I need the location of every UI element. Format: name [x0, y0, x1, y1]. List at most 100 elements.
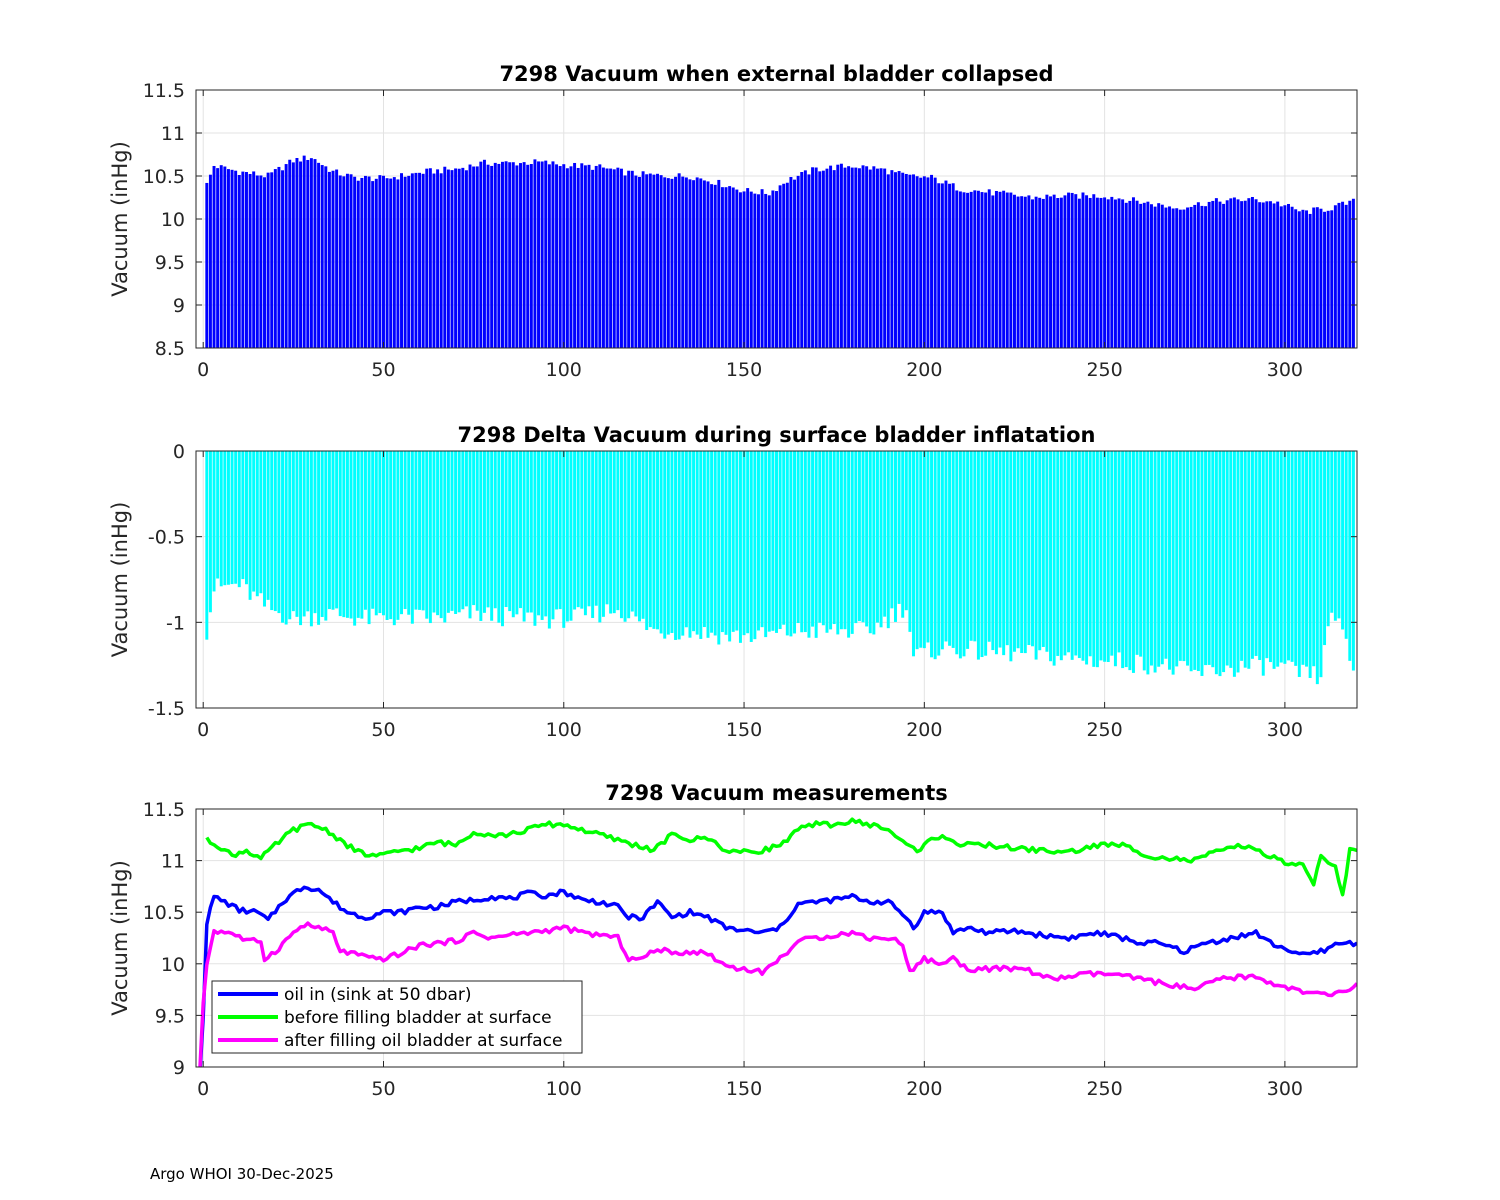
delta-vacuum-bar — [605, 451, 609, 605]
vacuum-collapsed-bar — [710, 184, 714, 348]
vacuum-collapsed-bar — [890, 170, 894, 348]
vacuum-collapsed-bar — [533, 159, 537, 348]
delta-vacuum-bar — [937, 451, 941, 656]
vacuum-collapsed-bar — [1326, 210, 1330, 348]
delta-vacuum-bar — [710, 451, 714, 633]
delta-vacuum-bar — [645, 451, 649, 631]
delta-vacuum-bar — [396, 451, 400, 620]
delta-vacuum-bar — [230, 451, 234, 585]
delta-vacuum-bar — [1168, 451, 1171, 670]
delta-vacuum-bar — [1081, 451, 1085, 661]
delta-vacuum-bar — [371, 451, 375, 609]
delta-vacuum-bar — [1323, 451, 1327, 646]
delta-vacuum-bar — [803, 451, 807, 633]
vacuum-collapsed-bar — [1070, 192, 1074, 348]
delta-vacuum-bar — [1023, 451, 1027, 654]
vacuum-collapsed-bar — [1168, 206, 1171, 348]
vacuum-collapsed-xtick-label: 200 — [906, 359, 942, 381]
vacuum-collapsed-bar — [342, 176, 346, 348]
vacuum-collapsed-bar — [392, 177, 396, 348]
vacuum-collapsed-bar — [760, 189, 764, 348]
delta-vacuum-bar — [374, 451, 378, 616]
vacuum-collapsed-bar — [266, 172, 270, 348]
delta-vacuum-ytick-label: 0 — [173, 441, 185, 463]
vacuum-measurements-ytick-label: 11.5 — [143, 799, 185, 821]
vacuum-collapsed-bar — [1031, 199, 1034, 348]
delta-vacuum-bar — [1020, 451, 1024, 654]
vacuum-measurements-ylabel: Vacuum (inHg) — [108, 860, 132, 1016]
delta-vacuum-bar — [356, 451, 360, 618]
vacuum-collapsed-bar — [468, 164, 472, 348]
delta-vacuum-bar — [1200, 451, 1204, 676]
delta-vacuum-bar — [1211, 451, 1215, 668]
delta-vacuum-bar — [338, 451, 342, 617]
delta-vacuum-bar — [464, 451, 468, 607]
vacuum-collapsed-bar — [558, 166, 562, 348]
vacuum-collapsed-bar — [1308, 213, 1312, 348]
delta-vacuum-bar — [457, 451, 461, 613]
vacuum-collapsed-bar — [800, 172, 804, 348]
vacuum-collapsed-bar — [1124, 202, 1128, 348]
delta-vacuum-bar — [659, 451, 663, 634]
delta-vacuum-bar — [612, 451, 616, 614]
delta-vacuum-bar — [901, 451, 905, 618]
vacuum-collapsed-bar — [674, 176, 678, 348]
vacuum-collapsed-bar — [641, 171, 645, 348]
delta-vacuum-bar — [1106, 451, 1110, 662]
delta-vacuum-bar — [1196, 451, 1200, 672]
vacuum-collapsed-bar — [504, 161, 508, 348]
vacuum-collapsed-bar — [616, 167, 620, 348]
vacuum-collapsed-bar — [385, 178, 389, 348]
delta-vacuum-bar — [454, 451, 458, 614]
delta-vacuum-bar — [594, 451, 598, 606]
delta-vacuum-bar — [508, 451, 512, 612]
vacuum-collapsed-xtick-label: 150 — [726, 359, 762, 381]
delta-vacuum-bar — [1182, 451, 1186, 662]
vacuum-collapsed-bar — [237, 175, 241, 348]
vacuum-collapsed-bar — [1049, 196, 1053, 348]
vacuum-collapsed-bar — [425, 168, 429, 348]
delta-vacuum-bar — [1038, 451, 1042, 651]
vacuum-collapsed-bar — [205, 182, 209, 348]
delta-vacuum-bar — [385, 451, 389, 620]
vacuum-collapsed-bar — [1240, 201, 1244, 348]
vacuum-measurements-xtick-label: 50 — [371, 1078, 395, 1100]
vacuum-collapsed-bar — [252, 171, 256, 348]
vacuum-collapsed-bar — [681, 176, 685, 348]
vacuum-collapsed-bar — [782, 183, 786, 348]
vacuum-collapsed-bar — [1265, 201, 1269, 348]
vacuum-collapsed-bar — [872, 166, 876, 348]
vacuum-collapsed-bar — [684, 177, 688, 348]
panel-delta-vacuum: 0 50 100 150 200 250 300 -1.5 -1 -0.5 0 7298 Delta … — [108, 423, 1358, 741]
vacuum-collapsed-bar — [1225, 200, 1229, 348]
delta-vacuum-bar — [1005, 451, 1009, 646]
delta-vacuum-bar — [879, 451, 883, 628]
delta-vacuum-bar — [223, 451, 227, 586]
delta-vacuum-bar — [234, 451, 238, 584]
vacuum-collapsed-bar — [1052, 194, 1056, 348]
vacuum-collapsed-bar — [865, 166, 869, 348]
vacuum-collapsed-bar — [1113, 199, 1117, 348]
vacuum-collapsed-bar — [695, 177, 699, 348]
vacuum-collapsed-bar — [1034, 196, 1038, 348]
delta-vacuum-bar — [857, 451, 861, 622]
delta-vacuum-bar — [573, 451, 577, 610]
vacuum-collapsed-bar — [331, 170, 335, 348]
delta-vacuum-bar — [1189, 451, 1193, 672]
delta-vacuum-xtick-label: 150 — [726, 719, 762, 741]
vacuum-collapsed-bar — [443, 166, 447, 348]
vacuum-collapsed-bar — [439, 173, 443, 348]
delta-vacuum-bar — [1056, 451, 1060, 656]
vacuum-collapsed-bar — [234, 170, 238, 348]
vacuum-collapsed-bar — [1243, 200, 1247, 348]
vacuum-collapsed-bar — [1297, 211, 1301, 348]
vacuum-collapsed-bar — [1254, 199, 1258, 348]
vacuum-collapsed-bar — [973, 190, 977, 348]
vacuum-collapsed-bar — [526, 164, 530, 348]
vacuum-collapsed-bar — [1323, 211, 1327, 348]
delta-vacuum-bar — [317, 451, 321, 625]
vacuum-collapsed-bar — [793, 179, 797, 348]
delta-vacuum-bar — [309, 451, 313, 627]
vacuum-collapsed-bar — [897, 171, 901, 348]
vacuum-collapsed-bar — [345, 173, 349, 348]
